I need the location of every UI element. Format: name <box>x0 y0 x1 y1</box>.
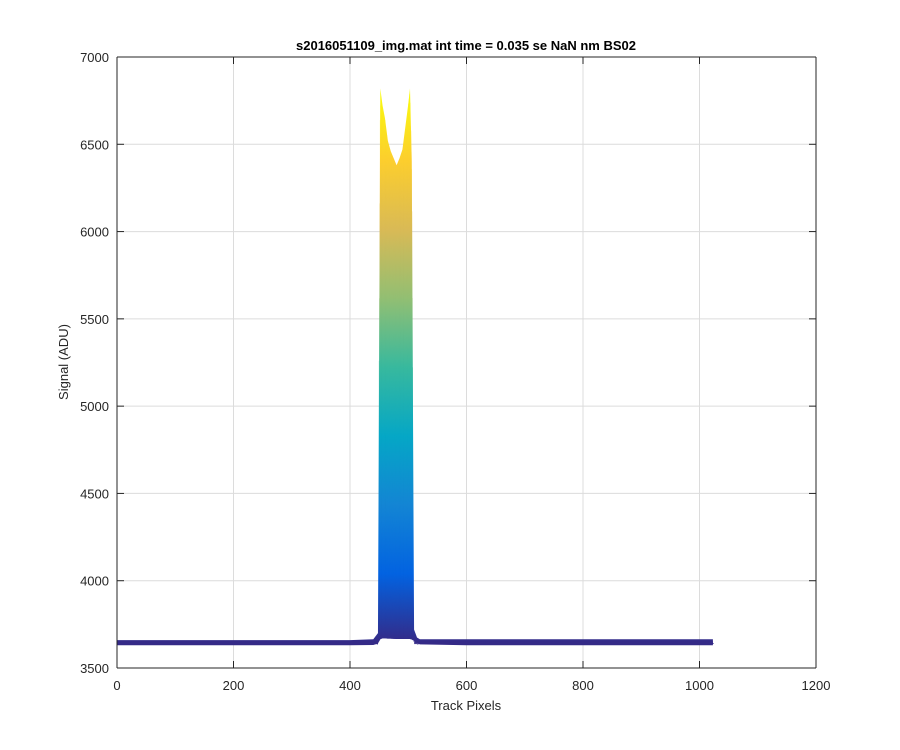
baseline-band <box>414 641 713 645</box>
y-axis-label: Signal (ADU) <box>56 324 71 400</box>
y-tick-label: 5500 <box>80 312 109 327</box>
x-tick-label: 1200 <box>802 678 831 693</box>
y-tick-label: 6000 <box>80 225 109 240</box>
x-tick-label: 200 <box>223 678 245 693</box>
y-tick-label: 7000 <box>80 50 109 65</box>
baseline-band <box>117 641 378 645</box>
x-tick-label: 0 <box>113 678 120 693</box>
x-tick-label: 600 <box>456 678 478 693</box>
x-tick-label: 800 <box>572 678 594 693</box>
x-tick-label: 1000 <box>685 678 714 693</box>
grid <box>117 57 816 668</box>
y-tick-label: 3500 <box>80 661 109 676</box>
x-tick-label: 400 <box>339 678 361 693</box>
y-tick-label: 4000 <box>80 574 109 589</box>
ticks: 0 200 400 600 800 1000 1200 3500 4000 4500 5000 550… <box>80 50 830 693</box>
x-axis-label: Track Pixels <box>431 698 502 713</box>
baseline-noise <box>117 640 714 645</box>
chart-title: s2016051109_img.mat int time = 0.035 se … <box>296 38 636 53</box>
y-tick-label: 6500 <box>80 137 109 152</box>
y-tick-label: 4500 <box>80 486 109 501</box>
data-layer <box>117 88 714 646</box>
y-tick-label: 5000 <box>80 399 109 414</box>
peak-traces <box>378 94 413 642</box>
